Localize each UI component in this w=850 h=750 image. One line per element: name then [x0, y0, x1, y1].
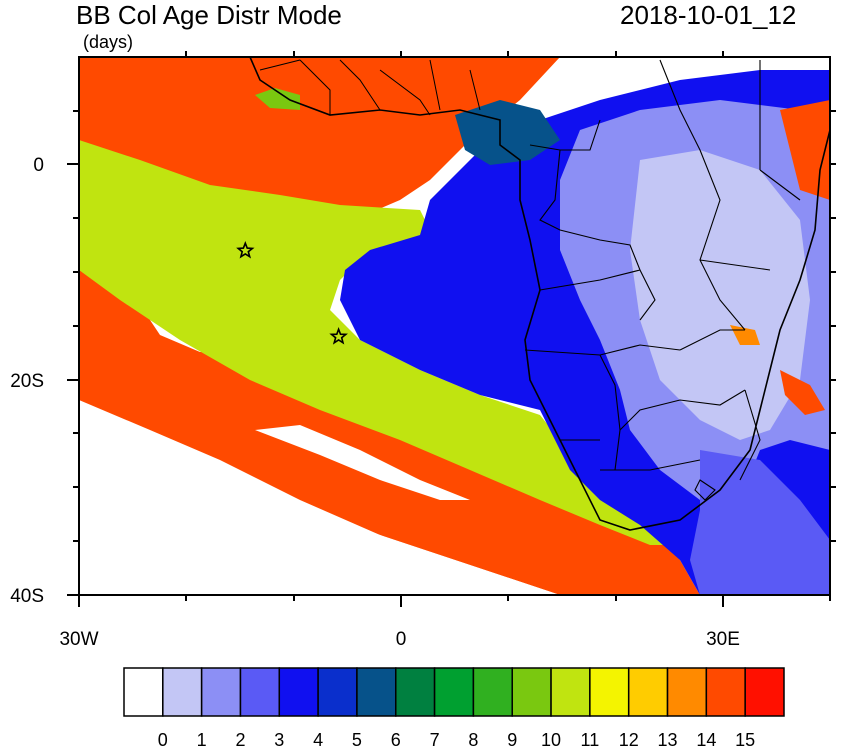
colorbar-swatch-9 — [472, 667, 513, 717]
colorbar-label-4: 4 — [313, 730, 323, 750]
age-region-9 — [255, 88, 300, 110]
map-title: BB Col Age Distr Mode — [76, 0, 342, 30]
colorbar-label-7: 7 — [430, 730, 440, 750]
colorbar — [123, 667, 785, 717]
star-marker-2 — [329, 327, 348, 345]
colorbar-swatch-5 — [317, 667, 358, 717]
colorbar-swatch-16 — [744, 667, 785, 717]
colorbar-label-0: 0 — [158, 730, 168, 750]
y-tick-label-20s: 20S — [10, 371, 44, 392]
colorbar-swatch-0 — [123, 667, 164, 717]
y-tick-label-0: 0 — [33, 155, 44, 176]
colorbar-label-11: 11 — [581, 730, 600, 750]
colorbar-label-6: 6 — [391, 730, 401, 750]
colorbar-label-5: 5 — [352, 730, 362, 750]
colorbar-label-10: 10 — [541, 730, 561, 750]
colorbar-swatch-3 — [239, 667, 281, 717]
age-region-1 — [630, 150, 810, 440]
y-tick-label-40s: 40S — [10, 586, 44, 607]
colorbar-swatch-13 — [627, 667, 669, 717]
colorbar-label-14: 14 — [696, 730, 716, 750]
country-borders — [524, 59, 801, 501]
age-region-15-ne — [780, 100, 830, 200]
colorbar-label-15: 15 — [735, 730, 755, 750]
age-region-11 — [79, 140, 680, 545]
colorbar-label-1: 1 — [197, 730, 207, 750]
map-units: (days) — [83, 32, 134, 52]
colorbar-swatch-1 — [162, 667, 203, 717]
colorbar-swatch-2 — [200, 667, 242, 717]
colorbar-swatch-7 — [395, 667, 436, 717]
star-markers — [236, 240, 348, 345]
age-region-0-streak — [255, 425, 470, 500]
x-tick-label-0: 0 — [396, 629, 407, 650]
star-marker-1 — [236, 240, 255, 259]
colorbar-labels: 0 1 2 3 4 5 6 7 8 9 10 11 12 13 14 15 — [158, 730, 755, 750]
colorbar-label-3: 3 — [274, 730, 284, 750]
x-tick-label-30w: 30W — [59, 629, 98, 650]
axis-ticks — [67, 51, 836, 607]
age-region-6 — [455, 100, 560, 165]
colorbar-label-2: 2 — [235, 730, 245, 750]
x-tick-label-30e: 30E — [706, 629, 740, 650]
map-timestamp: 2018-10-01_12 — [620, 0, 797, 30]
colorbar-swatch-15 — [705, 667, 746, 717]
africa-coastline — [249, 57, 830, 531]
colorbar-label-13: 13 — [658, 730, 678, 750]
colorbar-swatch-8 — [433, 667, 475, 717]
colorbar-swatch-14 — [666, 667, 708, 717]
colorbar-swatch-12 — [589, 667, 630, 717]
colorbar-swatch-4 — [278, 667, 319, 717]
map-plot-area — [79, 57, 830, 595]
age-region-15-madagascar — [780, 370, 825, 415]
age-region-3 — [690, 450, 830, 595]
colorbar-swatch-6 — [356, 667, 397, 717]
colorbar-swatch-11 — [550, 667, 591, 717]
colorbar-swatch-10 — [511, 667, 552, 717]
age-region-0-gap — [79, 430, 560, 595]
colorbar-label-12: 12 — [619, 730, 639, 750]
colorbar-label-8: 8 — [468, 730, 478, 750]
colorbar-label-9: 9 — [507, 730, 517, 750]
west-africa-borders — [259, 59, 481, 116]
